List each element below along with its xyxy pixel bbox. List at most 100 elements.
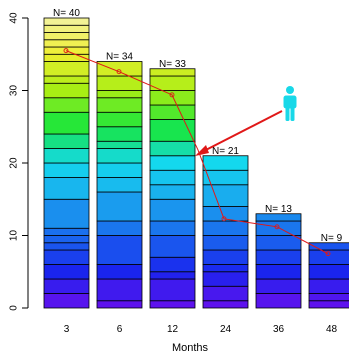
bar-segment: [96, 264, 143, 280]
bar-segment: [96, 97, 143, 113]
y-tick-label: 10: [9, 230, 20, 242]
bar-segment: [96, 126, 143, 142]
bar-segment: [43, 17, 90, 26]
y-axis: 0 10 20 30 40: [9, 12, 29, 311]
bar-3: N= 40 3: [43, 8, 90, 335]
bar-segment: [308, 278, 349, 294]
y-tick-label: 0: [9, 305, 20, 311]
bar-count-label: N= 21: [212, 146, 239, 157]
bar-segment: [202, 235, 249, 251]
bar-segment: [308, 264, 349, 280]
bar-count-label: N= 40: [53, 8, 80, 19]
x-tick-label: 36: [273, 324, 285, 335]
bar-segment: [43, 97, 90, 113]
bar-count-label: N= 33: [159, 59, 186, 70]
bar-segment: [43, 198, 90, 229]
bar-segment: [202, 285, 249, 302]
trend-point: [169, 92, 175, 98]
trend-point: [63, 48, 69, 54]
bar-12: N= 33 12: [149, 59, 196, 335]
bar-segment: [308, 300, 349, 309]
bar-segment: [308, 242, 349, 251]
bar-segment: [149, 104, 196, 120]
bar-segment: [149, 256, 196, 273]
bar-48: N= 9 48: [308, 233, 349, 335]
bar-segment: [43, 53, 90, 62]
bar-segment: [43, 82, 90, 99]
trend-point: [116, 69, 122, 75]
bar-6: N= 34 6: [96, 52, 143, 335]
bar-segment: [43, 148, 90, 164]
bar-segment: [96, 140, 143, 149]
bar-segment: [43, 162, 90, 178]
y-tick-label: 20: [9, 157, 20, 169]
bar-segment: [43, 264, 90, 280]
bar-segment: [308, 293, 349, 302]
bar-segment: [43, 293, 90, 309]
bar-segment: [43, 24, 90, 33]
bar-segment: [149, 300, 196, 309]
bar-segment: [96, 90, 143, 99]
bar-segment: [149, 235, 196, 258]
x-tick-label: 24: [220, 324, 232, 335]
bar-segment: [255, 235, 302, 251]
bar-count-label: N= 9: [321, 233, 343, 244]
bar-segment: [149, 68, 196, 77]
x-axis-title: Months: [172, 342, 209, 354]
bar-segment: [255, 264, 302, 280]
trend-point: [221, 216, 227, 222]
bar-segment: [255, 293, 302, 309]
bar-segment: [149, 155, 196, 171]
annotation-arrowhead: [195, 145, 209, 156]
bar-segment: [43, 75, 90, 84]
person-icon: [283, 86, 297, 121]
bar-segment: [96, 235, 143, 265]
bar-segment: [96, 191, 143, 222]
bar-segment: [43, 249, 90, 265]
annotation: [195, 86, 297, 156]
trend-line: [63, 48, 331, 257]
bar-segment: [96, 300, 143, 309]
bar-segment: [43, 32, 90, 41]
bar-segment: [96, 278, 143, 302]
bar-segment: [149, 169, 196, 186]
x-tick-label: 12: [167, 324, 179, 335]
bars: N= 40 3 N= 34 6 N= 33 12 N= 21 24 N= 13 36 N= 9 48: [43, 8, 349, 335]
bar-segment: [96, 61, 143, 77]
bar-segment: [96, 148, 143, 164]
bar-segment: [149, 184, 196, 200]
bar-segment: [202, 300, 249, 309]
y-tick-label: 40: [9, 12, 20, 24]
trend-point: [274, 224, 280, 230]
bar-segment: [202, 249, 249, 265]
bar-segment: [43, 227, 90, 236]
trend-line-path: [65, 50, 329, 255]
bar-segment: [202, 184, 249, 207]
bar-segment: [96, 111, 143, 128]
bar-segment: [96, 162, 143, 178]
bar-segment: [255, 249, 302, 265]
bar-count-label: N= 34: [106, 52, 133, 63]
bar-24: N= 21 24: [202, 146, 249, 335]
bar-segment: [149, 140, 196, 157]
bar-36: N= 13 36: [255, 204, 302, 335]
trend-point: [325, 251, 331, 257]
bar-segment: [43, 133, 90, 149]
bar-segment: [43, 111, 90, 135]
y-tick-label: 30: [9, 85, 20, 97]
bar-count-label: N= 13: [265, 204, 292, 215]
bar-segment: [202, 220, 249, 236]
bar-segment: [43, 278, 90, 294]
bar-segment: [255, 278, 302, 294]
bar-segment: [149, 271, 196, 280]
bar-segment: [202, 169, 249, 186]
bar-segment: [202, 264, 249, 273]
x-tick-label: 48: [326, 324, 338, 335]
bar-segment: [149, 220, 196, 236]
bar-segment: [43, 235, 90, 244]
bar-segment: [43, 242, 90, 251]
bar-segment: [96, 177, 143, 193]
annotation-arrow: [197, 110, 283, 155]
bar-segment: [43, 177, 90, 200]
bar-segment: [149, 278, 196, 302]
